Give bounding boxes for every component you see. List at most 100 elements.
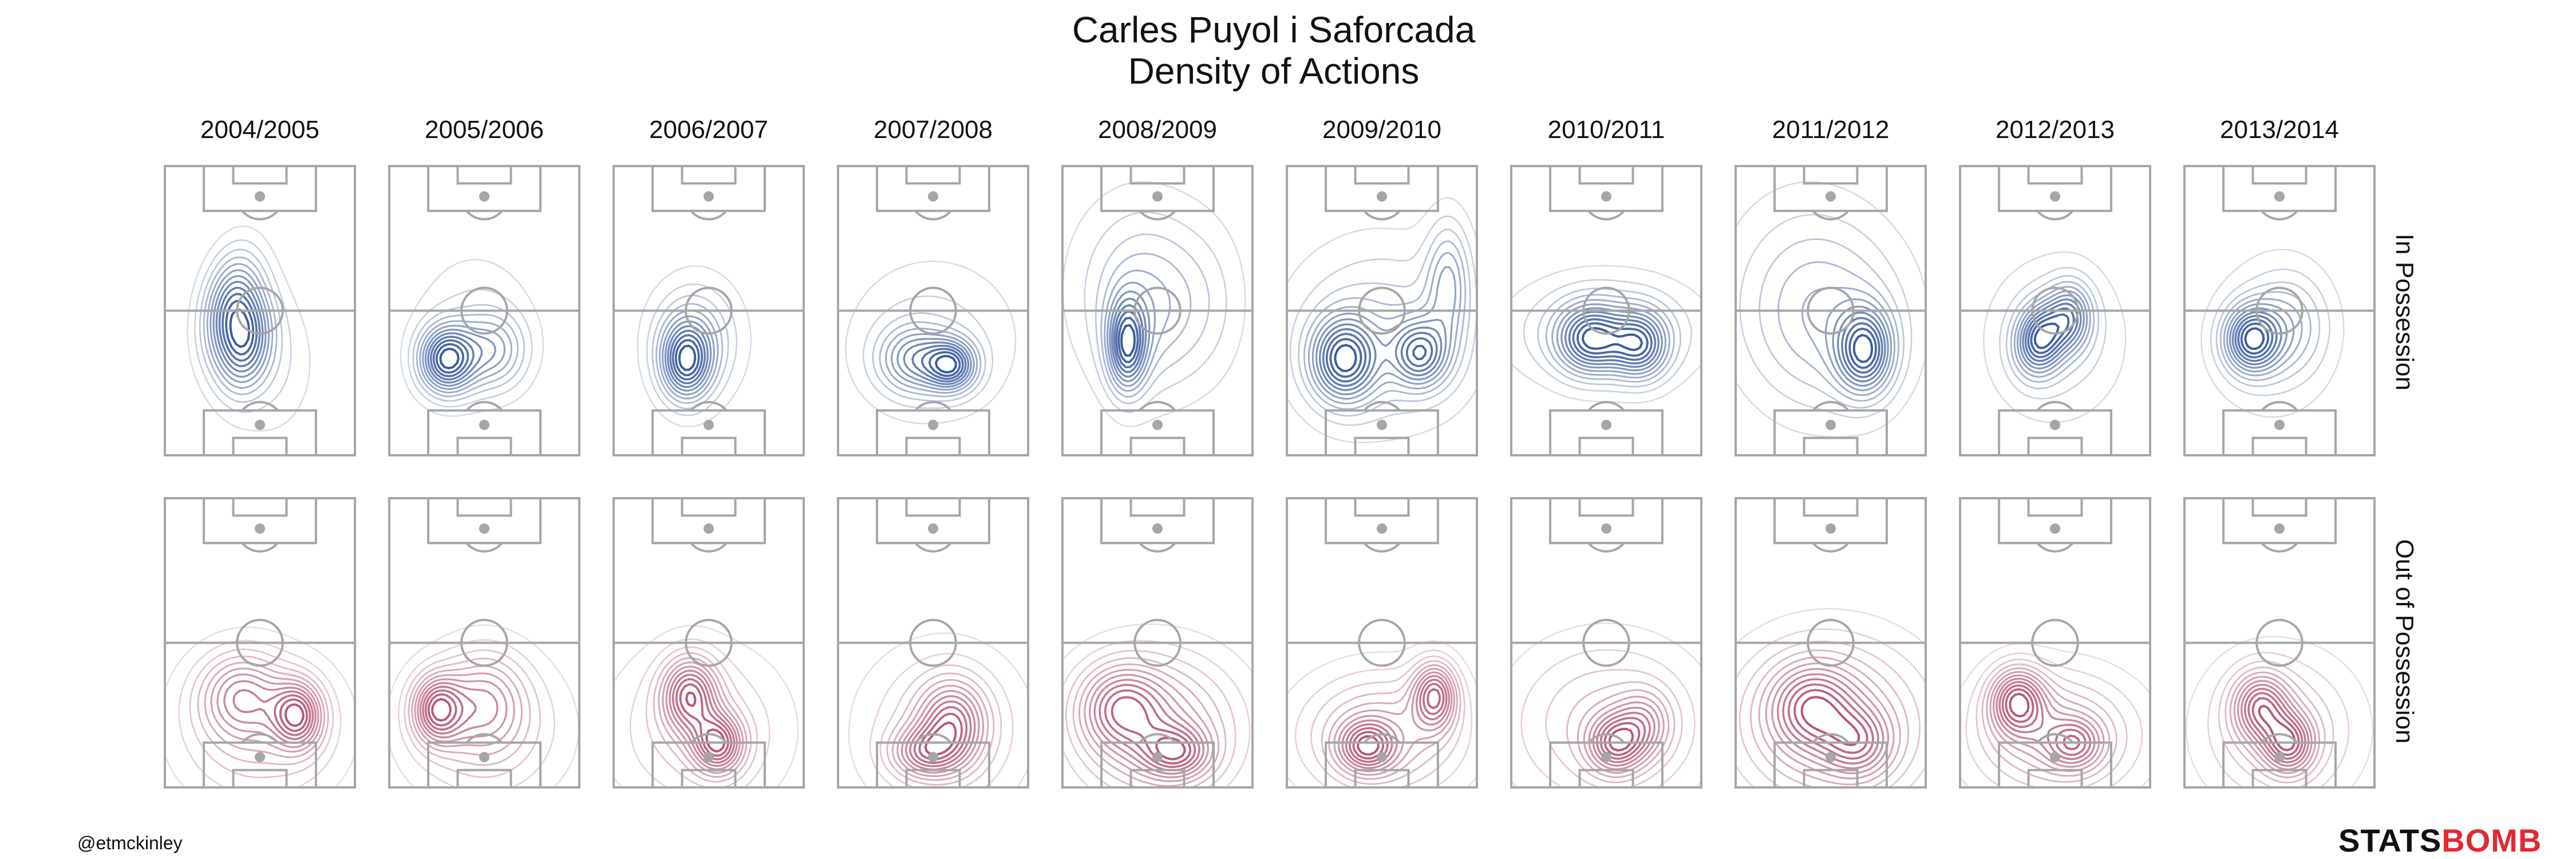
penalty-arc-top [2261,210,2298,220]
density-contour [1545,294,1675,383]
density-contour [1329,338,1427,378]
center-circle [1358,286,1406,335]
penalty-box-top [2222,165,2337,212]
center-circle [2255,618,2304,667]
penalty-arc-bottom [1139,733,1176,744]
penalty-box-top [876,497,990,545]
center-circle [2031,618,2079,667]
penalty-spot-top [2274,191,2285,202]
penalty-arc-bottom [1587,401,1625,412]
density-contour [653,652,752,783]
density-contour [422,685,477,735]
density-contour [1327,664,1458,780]
density-contour [427,693,457,727]
density-contour [645,646,758,787]
density-contour [1832,305,1889,387]
density-contours [1511,622,1701,787]
penalty-arc-bottom [241,733,279,744]
penalty-spot-top [479,523,489,534]
density-contour [885,328,978,394]
density-contour [412,304,526,402]
center-circle [2255,286,2304,335]
penalty-arc-top [241,210,279,220]
penalty-arc-bottom [1363,733,1401,744]
density-contour [872,312,986,402]
penalty-spot-top [1377,191,1387,202]
density-contour [1120,324,1136,357]
density-contour [671,334,704,381]
pitch-panel-in-9 [1959,165,2151,457]
penalty-spot-bottom [255,751,265,762]
density-contour [424,328,496,387]
density-contour [1065,649,1236,787]
density-contour [404,649,541,778]
season-label: 2004/2005 [200,116,319,144]
density-contour [206,263,274,389]
density-contour [2210,269,2330,396]
pitch-panel-out-3 [613,497,805,789]
density-contour [1793,689,1868,754]
density-contour [1322,328,1438,387]
six-yard-box-top [905,165,961,185]
density-contour [921,348,964,380]
pitch-panel-in-6 [1286,165,1478,457]
density-contours [389,624,579,787]
density-contour [1341,675,1451,769]
six-yard-box-top [1578,165,1634,185]
density-contour [664,320,712,392]
penalty-box-top [1100,497,1215,545]
penalty-spot-bottom [1152,751,1163,762]
density-contour [1989,671,2105,772]
penalty-spot-top [1826,523,1836,534]
density-contour [1572,318,1653,361]
row-label-out-of-possession: Out of Possession [2391,539,2419,744]
density-contours [845,261,1017,424]
center-circle [236,286,284,335]
density-contour [911,345,967,383]
density-contour [1523,279,1692,394]
six-yard-box-top [232,497,288,517]
density-contour [225,300,255,356]
density-contour [637,265,752,428]
density-contour [1545,669,1683,787]
density-contour [661,315,715,396]
penalty-arc-bottom [465,733,503,744]
density-contour [222,293,258,362]
density-contour [1736,608,1926,645]
density-contour [1983,251,2127,423]
pitch-panel-in-3 [613,165,805,457]
penalty-spot-bottom [1826,751,1836,762]
density-contour [1581,327,1643,352]
center-circle [1133,618,1182,667]
density-contour [674,338,700,376]
density-contour [1999,266,2107,400]
chart-title-line-1: Carles Puyol i Saforcada [1072,9,1476,50]
density-contour [1782,678,1879,765]
density-contour [935,354,957,373]
density-contour [417,678,508,743]
penalty-arc-bottom [914,733,952,744]
center-circle [1358,618,1406,667]
penalty-arc-top [1812,210,1850,220]
penalty-arc-top [1139,210,1176,220]
season-label: 2008/2009 [1098,116,1217,144]
density-contour [407,289,533,408]
six-yard-box-top [2027,497,2083,517]
center-circle [236,618,284,667]
density-contour [2009,692,2030,718]
penalty-spot-top [928,191,938,202]
pitch-panel-out-7 [1510,497,1702,789]
density-contour [1986,667,2111,777]
density-contour [427,332,483,384]
density-contour [614,625,799,787]
penalty-box-top [1325,165,1439,212]
penalty-spot-bottom [2274,419,2285,430]
density-contour [1095,233,1210,404]
penalty-arc-top [2261,542,2298,553]
density-contour [1107,281,1156,387]
density-contour [2207,652,2350,787]
center-circle [685,286,733,335]
density-contour [432,339,469,377]
density-contour [422,325,506,390]
penalty-box-bottom [1998,409,2112,456]
